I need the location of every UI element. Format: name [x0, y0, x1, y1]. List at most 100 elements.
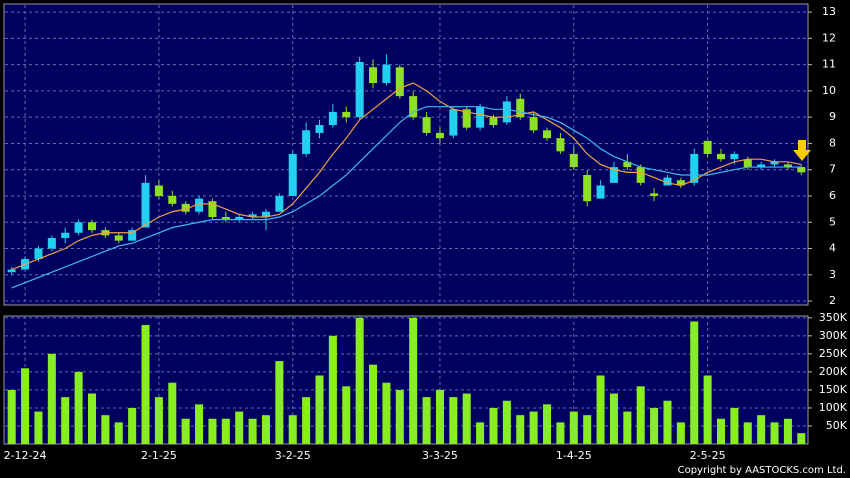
candle-body: [516, 98, 525, 118]
y-tick-label: 7: [829, 163, 836, 176]
candle-body: [797, 167, 806, 173]
candle-body: [47, 238, 56, 249]
volume-bar: [663, 400, 672, 444]
candle-body: [235, 216, 244, 220]
volume-bar: [676, 422, 685, 444]
volume-bar: [315, 375, 324, 444]
candle-body: [369, 67, 378, 84]
volume-bar: [703, 375, 712, 444]
volume-bar: [556, 422, 565, 444]
candle-body: [435, 132, 444, 139]
y-tick-label: 200K: [819, 365, 848, 378]
x-tick-label: 3-3-25: [422, 449, 458, 462]
y-tick-label: 10: [822, 84, 836, 97]
volume-bar: [569, 411, 578, 444]
volume-bar: [328, 335, 337, 444]
x-tick-label: 2-5-25: [690, 449, 726, 462]
volume-bar: [743, 422, 752, 444]
volume-bar: [529, 411, 538, 444]
candle-body: [529, 117, 538, 131]
volume-bar: [195, 404, 204, 444]
x-tick-label: 3-2-25: [275, 449, 311, 462]
moving-average-line: [11, 106, 802, 289]
candle-body: [543, 130, 552, 139]
volume-bar: [342, 386, 351, 444]
candle-body: [770, 161, 779, 165]
volume-bar: [449, 397, 458, 444]
candle-body: [7, 269, 16, 273]
y-tick-label: 9: [829, 110, 836, 123]
volume-bar: [783, 418, 792, 444]
volume-bar: [690, 321, 699, 444]
volume-bar: [74, 371, 83, 444]
candle-body: [128, 230, 137, 241]
volume-bar: [34, 411, 43, 444]
candle-body: [716, 153, 726, 160]
volume-bar: [61, 397, 70, 444]
candle-body: [663, 177, 672, 186]
candle-body: [168, 195, 177, 204]
candle-body: [221, 216, 230, 220]
candle-body: [730, 153, 739, 160]
candle-body: [74, 222, 83, 233]
candle-body: [34, 248, 43, 260]
candle-body: [409, 96, 418, 118]
volume-bar: [435, 389, 444, 444]
volume-bar: [208, 418, 217, 444]
candle-body: [449, 109, 458, 136]
y-tick-label: 12: [822, 31, 836, 44]
volume-bar: [757, 415, 766, 444]
volume-bar: [409, 317, 418, 444]
volume-bar: [261, 415, 270, 444]
candle-body: [596, 185, 605, 199]
volume-bar: [636, 386, 645, 444]
volume-bar: [369, 364, 378, 444]
volume-bar: [181, 418, 190, 444]
volume-bar: [248, 418, 257, 444]
volume-bar: [7, 389, 16, 444]
candle-body: [395, 67, 404, 97]
candle-body: [422, 117, 431, 133]
volume-bar: [716, 418, 726, 444]
candle-body: [783, 164, 792, 168]
volume-bar: [730, 407, 739, 444]
y-tick-label: 13: [822, 5, 836, 18]
volume-bar: [288, 415, 297, 444]
volume-bar: [168, 382, 177, 444]
volume-bar: [543, 404, 552, 444]
candle-body: [261, 211, 270, 217]
y-tick-label: 100K: [819, 401, 848, 414]
candle-body: [154, 185, 163, 196]
candle-body: [489, 117, 498, 126]
candle-body: [208, 201, 217, 217]
y-tick-label: 5: [829, 215, 836, 228]
volume-bar: [355, 317, 364, 444]
volume-bar: [583, 415, 592, 444]
copyright: Copyright by AASTOCKS.com Ltd.: [678, 465, 846, 476]
candle-body: [676, 180, 685, 186]
candle-body: [181, 203, 190, 212]
y-tick-label: 11: [822, 58, 836, 71]
volume-bar: [502, 400, 511, 444]
volume-bar: [154, 397, 163, 444]
candle-body: [302, 130, 311, 154]
volume-bar: [476, 422, 485, 444]
volume-bar: [47, 353, 56, 444]
volume-bar: [596, 375, 605, 444]
candle-body: [743, 159, 752, 168]
candle-body: [556, 138, 565, 152]
volume-panel: [3, 315, 809, 445]
volume-bar: [650, 407, 659, 444]
volume-bar: [516, 415, 525, 444]
volume-bar: [382, 382, 391, 444]
candle-body: [462, 109, 471, 128]
y-tick-label: 350K: [819, 311, 848, 324]
candle-body: [569, 153, 578, 168]
y-tick-label: 3: [829, 268, 836, 281]
volume-bar: [101, 415, 110, 444]
candle-body: [288, 153, 297, 196]
x-tick-label: 1-4-25: [556, 449, 592, 462]
moving-average-line: [11, 82, 802, 271]
volume-bar: [114, 422, 123, 444]
